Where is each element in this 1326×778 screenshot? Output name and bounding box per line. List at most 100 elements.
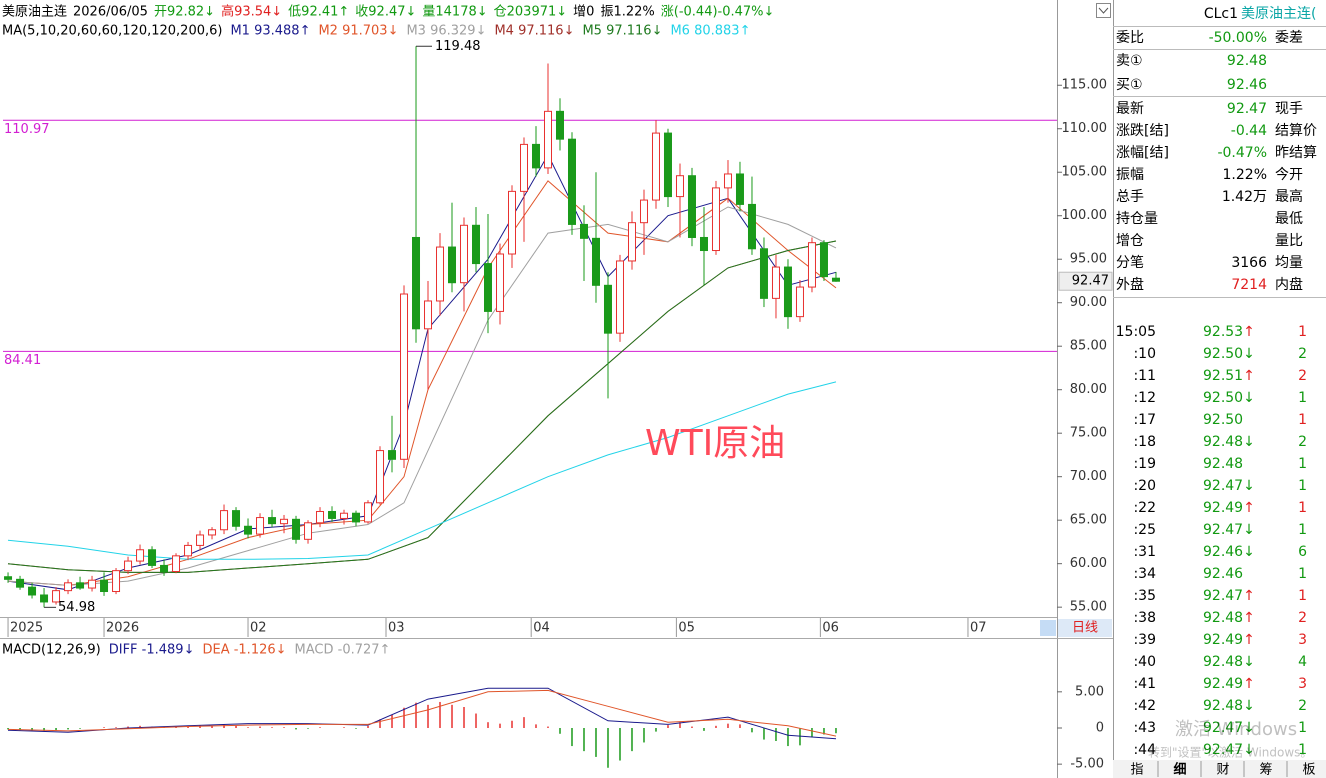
- settings-icon[interactable]: [1096, 3, 1111, 18]
- tick-volume: 1: [1298, 588, 1307, 604]
- quote-label: 分笔: [1116, 255, 1144, 271]
- tick-volume: 1: [1298, 500, 1307, 516]
- candle-body: [807, 242, 816, 288]
- tab[interactable]: 细: [1173, 762, 1186, 778]
- quote-right-label: 内盘: [1275, 276, 1303, 293]
- quote-label: 最新: [1116, 101, 1144, 117]
- tick-volume: 2: [1298, 368, 1307, 384]
- tick-time: :38: [1133, 610, 1156, 626]
- quote-value: -0.44: [1231, 123, 1267, 139]
- tick-direction: ↑: [1243, 632, 1255, 648]
- x-tick-label: 05: [678, 621, 695, 636]
- tab[interactable]: 筹: [1259, 762, 1272, 778]
- tick-volume: 2: [1298, 610, 1307, 626]
- legend-entry: MACD -0.727↑: [295, 643, 391, 658]
- y-tick-label: 5.00: [1075, 684, 1104, 699]
- tick-time: :41: [1133, 676, 1156, 692]
- low-annotation: 54.98: [58, 600, 95, 615]
- tick-volume: 1: [1298, 566, 1307, 582]
- candle-body: [16, 578, 25, 588]
- quote-right-label: 今开: [1275, 167, 1303, 183]
- candle-body: [364, 502, 373, 523]
- candle-body: [220, 510, 229, 531]
- ma-line: [7, 687, 837, 740]
- ma-line: [7, 206, 837, 586]
- x-tick-label: 2025: [10, 621, 43, 636]
- candle-body: [64, 582, 73, 592]
- ma-title: MA(5,10,20,60,60,120,120,200,6): [2, 24, 222, 39]
- scroll-handle[interactable]: [1040, 620, 1056, 636]
- quote-value: 92.46: [1227, 77, 1267, 93]
- tab-bar: [1113, 760, 1326, 778]
- candle-body: [747, 203, 756, 250]
- candle-body: [160, 564, 169, 573]
- quote-right-label: 委差: [1275, 30, 1303, 46]
- candle-body: [567, 138, 576, 225]
- last-price-box: [1058, 271, 1113, 291]
- tab[interactable]: 指: [1130, 763, 1143, 778]
- tick-time: 15:05: [1116, 324, 1156, 340]
- tick-time: :11: [1133, 368, 1156, 384]
- tick-volume: 1: [1298, 390, 1307, 406]
- candle-body: [328, 510, 337, 519]
- candle-body: [651, 132, 660, 201]
- candle-body: [795, 286, 804, 318]
- candle-body: [112, 570, 121, 593]
- header-item: 低92.41↑: [288, 5, 349, 20]
- candle-body: [579, 223, 588, 239]
- quote-label: 增仓: [1116, 233, 1144, 249]
- tick-time: :20: [1133, 478, 1156, 494]
- tab[interactable]: 财: [1216, 763, 1229, 778]
- candle-body: [448, 246, 457, 284]
- y-tick-label: -5.00: [1070, 757, 1104, 772]
- quote-value: 1.42万: [1222, 189, 1267, 205]
- watermark: 激活 Windows: [1175, 719, 1297, 740]
- candle-body: [340, 512, 349, 519]
- tick-price: 92.47: [1203, 588, 1243, 604]
- tick-volume: 1: [1298, 412, 1307, 428]
- quote-value: -50.00%: [1209, 30, 1267, 46]
- tick-price: 92.47: [1203, 478, 1243, 494]
- candle-body: [232, 510, 241, 527]
- candle-body: [771, 266, 780, 299]
- macd-title: MACD(12,26,9): [2, 643, 101, 658]
- tick-direction: ↑: [1243, 500, 1255, 516]
- tick-price: 92.53: [1203, 324, 1243, 340]
- quote-right-label: 最低: [1275, 211, 1303, 227]
- quote-label: 涨跌[结]: [1116, 123, 1169, 139]
- candle-body: [412, 236, 421, 330]
- candle-body: [484, 263, 493, 312]
- candle-body: [496, 253, 505, 312]
- candle-body: [280, 518, 289, 525]
- y-tick-label: 90.00: [1070, 295, 1107, 310]
- candle-body: [460, 224, 469, 284]
- period-button[interactable]: [1058, 619, 1112, 637]
- candle-body: [675, 175, 684, 198]
- candle-body: [603, 284, 612, 334]
- quote-right-label: 现手: [1275, 101, 1303, 117]
- ma-line: [7, 381, 837, 560]
- tab[interactable]: 板: [1302, 763, 1315, 778]
- tick-direction: ↓: [1243, 346, 1255, 362]
- y-tick-label: 75.00: [1070, 426, 1107, 441]
- quote-right-label: 昨结算: [1275, 145, 1317, 161]
- header-item: 增0: [573, 5, 594, 20]
- tick-direction: ↓: [1243, 434, 1255, 450]
- y-tick-label: 0: [1096, 720, 1104, 735]
- tick-time: :43: [1133, 720, 1156, 736]
- tick-time: :44: [1133, 742, 1156, 758]
- tick-direction: ↑: [1243, 588, 1255, 604]
- tick-time: :25: [1133, 522, 1156, 538]
- tick-time: :17: [1133, 412, 1156, 428]
- tick-direction: ↓: [1243, 742, 1255, 758]
- y-tick-label: 105.00: [1062, 165, 1108, 180]
- y-tick-label: 80.00: [1070, 382, 1107, 397]
- tick-price: 92.47: [1203, 522, 1243, 538]
- ma-line: [7, 240, 837, 573]
- x-tick-label: 06: [822, 621, 839, 636]
- candle-body: [4, 576, 13, 580]
- tick-time: :12: [1133, 390, 1156, 406]
- quote-label: 总手: [1116, 189, 1144, 205]
- candle-body: [543, 110, 552, 169]
